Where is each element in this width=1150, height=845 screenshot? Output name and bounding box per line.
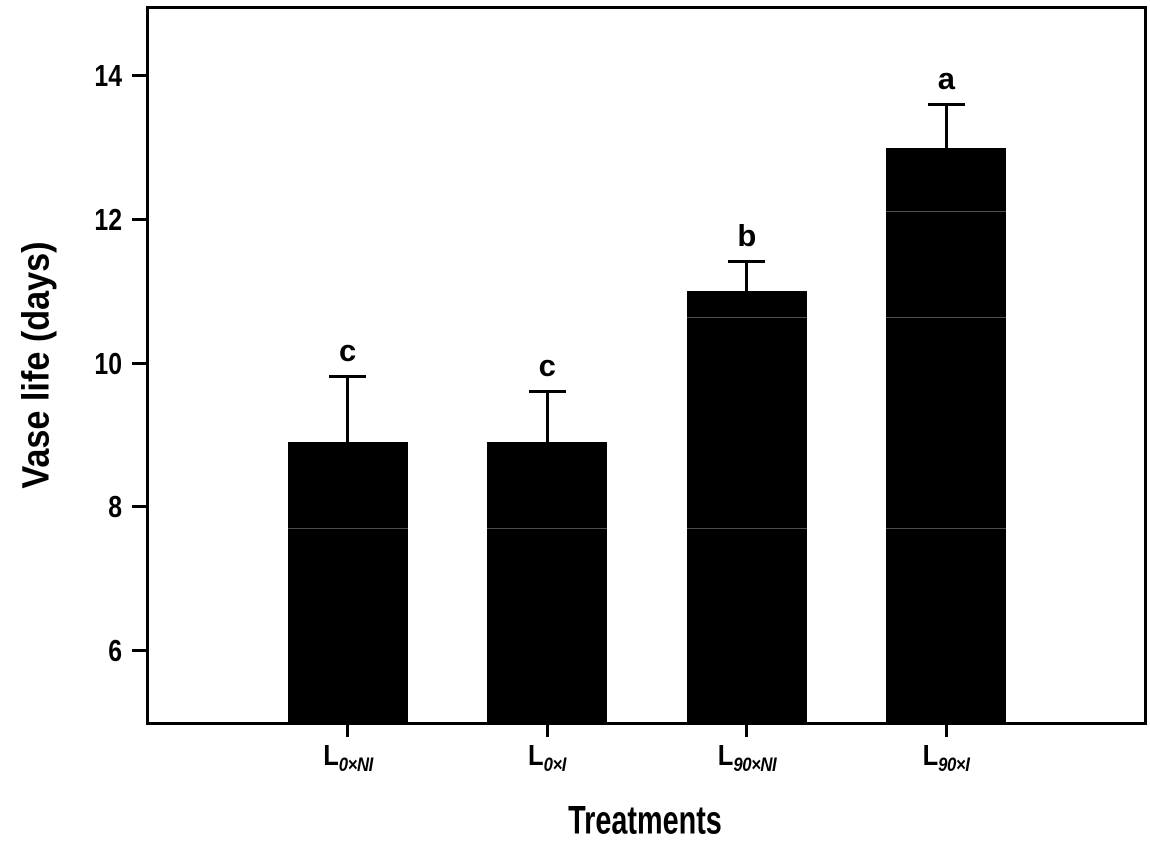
x-axis-tick — [346, 722, 350, 737]
significance-letter: c — [538, 347, 556, 383]
category-base: L — [717, 740, 734, 772]
category-subscript: 90×I — [938, 755, 971, 776]
bar — [487, 441, 608, 722]
bar-seam-artifact — [686, 528, 807, 529]
bar-seam-artifact — [886, 211, 1007, 212]
bar-seam-artifact — [886, 317, 1007, 318]
y-axis-tick — [132, 505, 147, 509]
x-axis-category-label: L90×NI — [717, 740, 777, 776]
category-base: L — [922, 740, 939, 772]
error-bar-cap — [927, 102, 965, 106]
bar-seam-artifact — [487, 528, 608, 529]
x-axis-category-label: L90×I — [922, 740, 971, 776]
x-axis-category-label: L0×I — [528, 740, 567, 776]
category-base: L — [322, 740, 339, 772]
significance-letter: b — [737, 218, 757, 254]
bar — [686, 291, 807, 722]
y-axis-tick-label: 6 — [108, 632, 122, 668]
x-axis-title: Treatments — [568, 798, 722, 843]
error-bar-line — [346, 377, 350, 444]
error-bar-line — [545, 391, 549, 444]
category-subscript: 0×I — [543, 755, 567, 776]
x-axis-tick — [944, 722, 948, 737]
x-axis-tick — [545, 722, 549, 737]
bar-seam-artifact — [287, 528, 408, 529]
x-axis-category-label: L0×NI — [322, 740, 373, 776]
y-axis-tick — [132, 74, 147, 78]
error-bar-cap — [728, 260, 766, 264]
y-axis-tick — [132, 217, 147, 221]
error-bar-line — [745, 262, 749, 294]
y-axis-tick — [132, 361, 147, 365]
bar — [886, 147, 1007, 722]
category-base: L — [528, 740, 544, 772]
y-axis-tick — [132, 648, 147, 652]
y-axis-tick-label: 12 — [94, 201, 122, 237]
y-axis-tick-label: 8 — [108, 489, 122, 525]
error-bar-cap — [528, 389, 566, 393]
bar-seam-artifact — [686, 317, 807, 318]
error-bar-line — [944, 104, 948, 150]
y-axis-tick-label: 10 — [94, 345, 122, 381]
significance-letter: a — [937, 60, 956, 96]
category-subscript: 0×NI — [338, 755, 373, 776]
category-subscript: 90×NI — [733, 755, 777, 776]
x-axis-tick — [745, 722, 749, 737]
significance-letter: c — [338, 333, 357, 369]
y-axis-tick-label: 14 — [94, 58, 122, 94]
bar-seam-artifact — [886, 528, 1007, 529]
error-bar-cap — [329, 375, 367, 379]
bar — [287, 441, 408, 722]
